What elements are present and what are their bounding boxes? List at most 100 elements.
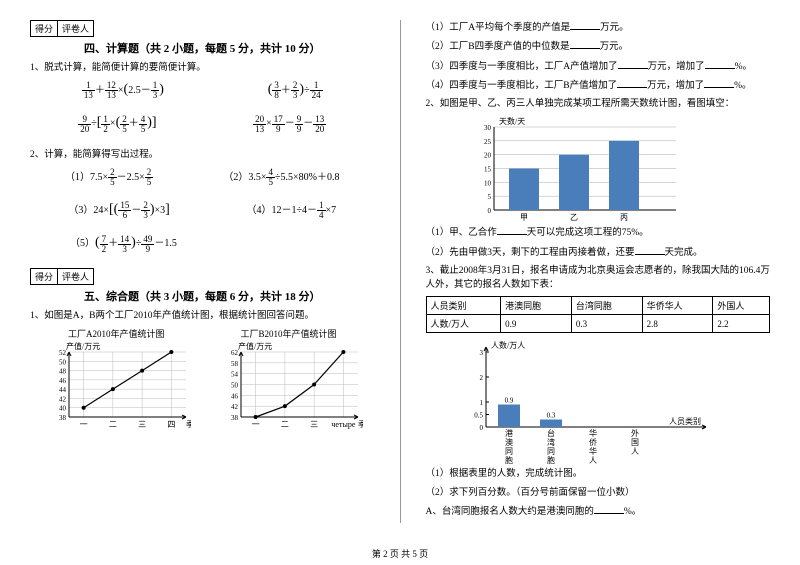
svg-text:一: 一 xyxy=(252,420,260,429)
svg-text:10: 10 xyxy=(484,180,492,188)
expr-3a: （1）7.5×25－2.5×25 xyxy=(65,168,153,187)
td-0: 人数/万人 xyxy=(426,315,501,333)
svg-text:外: 外 xyxy=(631,428,639,438)
svg-text:50: 50 xyxy=(59,358,67,366)
q4-1: 1、脱式计算，能简便计算的要简便计算。 xyxy=(30,61,375,75)
svg-text:44: 44 xyxy=(59,386,67,394)
svg-text:42: 42 xyxy=(59,395,67,403)
svg-text:50: 50 xyxy=(231,381,239,389)
th-3: 华侨华人 xyxy=(642,297,713,315)
score-box-1: 得分 评卷人 xyxy=(30,20,375,37)
line-chart-b: 产值/万元38424650545862一二三четыре季度 xyxy=(213,340,363,435)
section4-title: 四、计算题（共 2 小题，每题 5 分，共计 10 分） xyxy=(30,40,375,56)
math-row-1: 113＋1213×(2.5－13) (38＋23)÷124 xyxy=(30,81,375,100)
svg-text:澳: 澳 xyxy=(505,437,513,447)
svg-text:25: 25 xyxy=(484,138,492,146)
svg-text:人员类别: 人员类别 xyxy=(669,416,701,426)
rq6-2: （2）求下列百分数。（百分号前面保留一位小数） xyxy=(426,486,771,500)
svg-text:46: 46 xyxy=(231,392,239,400)
svg-text:甲: 甲 xyxy=(520,213,528,222)
svg-text:0.9: 0.9 xyxy=(504,397,513,405)
svg-text:42: 42 xyxy=(231,403,239,411)
svg-text:人: 人 xyxy=(589,456,597,465)
rq4: （4）四季度与一季度相比，工厂B产值增加了万元，增加了%。 xyxy=(426,78,771,93)
th-2: 台湾同胞 xyxy=(571,297,642,315)
svg-text:胞: 胞 xyxy=(547,455,555,465)
td-2: 0.3 xyxy=(571,315,642,333)
svg-text:62: 62 xyxy=(231,349,239,357)
svg-text:人数/万人: 人数/万人 xyxy=(491,340,525,350)
svg-text:乙: 乙 xyxy=(570,213,578,222)
svg-text:二: 二 xyxy=(109,420,117,429)
svg-text:5: 5 xyxy=(487,193,491,201)
expr-2b: 2013×179－99－1320 xyxy=(253,114,326,133)
svg-text:20: 20 xyxy=(484,152,492,160)
th-1: 港澳同胞 xyxy=(501,297,572,315)
score-label: 得分 xyxy=(30,20,58,37)
svg-text:58: 58 xyxy=(231,360,239,368)
svg-text:胞: 胞 xyxy=(505,455,513,465)
svg-text:0: 0 xyxy=(479,424,483,432)
column-divider xyxy=(400,20,401,523)
svg-text:一: 一 xyxy=(80,420,88,429)
rq2: （2）工厂B四季度产值的中位数是万元。 xyxy=(426,39,771,54)
score-label-2: 得分 xyxy=(30,268,58,285)
bar-chart-1: 天数/天051015202530甲乙丙 xyxy=(466,115,686,225)
page-footer: 第 2 页 共 5 页 xyxy=(0,547,800,560)
rq5-2: （2）先由甲做3天，剩下的工程由丙接着做，还要天完成。 xyxy=(426,245,771,260)
chartA-title: 工厂A2010年产值统计图 xyxy=(68,327,165,340)
svg-text:三: 三 xyxy=(311,420,319,429)
svg-text:38: 38 xyxy=(59,414,67,422)
line-chart-a: 产值/万元3840424446485052一二三四季度 xyxy=(41,340,191,435)
svg-text:1: 1 xyxy=(479,399,483,407)
page-container: 得分 评卷人 四、计算题（共 2 小题，每题 5 分，共计 10 分） 1、脱式… xyxy=(0,0,800,533)
expr-4a: （3）24×[(156－23)×3] xyxy=(68,201,169,220)
section5-title: 五、综合题（共 3 小题，每题 6 分，共计 18 分） xyxy=(30,288,375,304)
math-row-3: （1）7.5×25－2.5×25 （2）3.5×45÷5.5×80%＋0.8 xyxy=(30,168,375,187)
svg-text:二: 二 xyxy=(281,420,289,429)
svg-text:15: 15 xyxy=(484,166,492,174)
svg-text:湾: 湾 xyxy=(547,437,555,447)
svg-text:54: 54 xyxy=(231,370,239,378)
svg-text:国: 国 xyxy=(631,438,639,447)
data-table: 人员类别 港澳同胞 台湾同胞 华侨华人 外国人 人数/万人 0.9 0.3 2.… xyxy=(426,296,771,333)
svg-text:季度: 季度 xyxy=(358,419,363,429)
table-data-row: 人数/万人 0.9 0.3 2.8 2.2 xyxy=(426,315,770,333)
svg-text:人: 人 xyxy=(631,447,639,456)
td-3: 2.8 xyxy=(642,315,713,333)
svg-text:同: 同 xyxy=(547,447,555,456)
bar-chart-2: 人数/万人00.5123人员类别0.9港澳同胞0.3台湾同胞华侨华人外国人 xyxy=(456,337,716,467)
th-0: 人员类别 xyxy=(426,297,501,315)
svg-text:0.5: 0.5 xyxy=(474,412,483,420)
rq5-1: （1）甲、乙合作天可以完成这项工程的75%。 xyxy=(426,225,771,240)
expr-5a: （5）(72＋143)÷499－1.5 xyxy=(70,234,177,253)
svg-text:0: 0 xyxy=(487,207,491,215)
svg-text:40: 40 xyxy=(59,404,67,412)
th-4: 外国人 xyxy=(713,297,770,315)
svg-text:46: 46 xyxy=(59,377,67,385)
right-column: （1）工厂A平均每个季度的产值是万元。 （2）工厂B四季度产值的中位数是万元。 … xyxy=(426,20,771,523)
td-4: 2.2 xyxy=(713,315,770,333)
grader-label: 评卷人 xyxy=(58,20,94,37)
svg-text:侨: 侨 xyxy=(589,437,597,447)
svg-text:台: 台 xyxy=(547,428,555,438)
svg-text:2: 2 xyxy=(479,374,483,382)
expr-2a: 920÷[12×(25＋45)] xyxy=(78,114,156,133)
table-header-row: 人员类别 港澳同胞 台湾同胞 华侨华人 外国人 xyxy=(426,297,770,315)
svg-text:四: 四 xyxy=(168,420,176,429)
expr-4b: （4）12－1÷4－14×7 xyxy=(247,201,337,220)
svg-text:华: 华 xyxy=(589,428,597,438)
td-1: 0.9 xyxy=(501,315,572,333)
rq3: （3）四季度与一季度相比，工厂A产值增加了万元，增加了%。 xyxy=(426,59,771,74)
svg-text:38: 38 xyxy=(231,414,239,422)
rq6-1: （1）根据表里的人数，完成统计图。 xyxy=(426,467,771,481)
svg-text:30: 30 xyxy=(484,124,492,132)
svg-text:三: 三 xyxy=(138,420,146,429)
svg-text:天数/天: 天数/天 xyxy=(499,116,525,126)
svg-text:четыре: четыре xyxy=(332,420,356,429)
math-row-5: （5）(72＋143)÷499－1.5 xyxy=(30,234,375,253)
math-row-2: 920÷[12×(25＋45)] 2013×179－99－1320 xyxy=(30,114,375,133)
svg-text:0.3: 0.3 xyxy=(546,412,555,420)
svg-text:3: 3 xyxy=(479,349,483,357)
expr-1a: 113＋1213×(2.5－13) xyxy=(82,81,164,100)
